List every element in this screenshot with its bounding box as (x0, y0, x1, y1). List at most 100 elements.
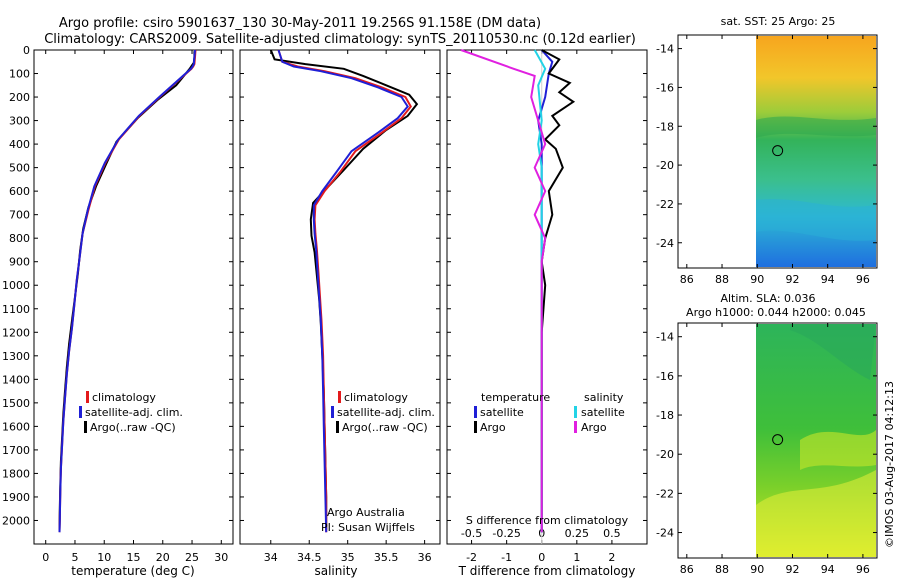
legend-swatch-climatology (338, 391, 341, 403)
legend-label-climatology: climatology (92, 391, 156, 404)
salinity-xlabel: salinity (314, 564, 357, 578)
map-y-tick-label: -18 (656, 120, 674, 133)
map-x-tick-label: 96 (856, 563, 870, 576)
y-tick-label: 400 (9, 138, 30, 151)
legend-swatch-argo (336, 421, 339, 433)
legend-label-temp-argo: Argo (480, 421, 506, 434)
legend-label-satellite: satellite-adj. clim. (85, 406, 183, 419)
x-tick-label: 35.5 (374, 551, 399, 564)
x-tick-label: 20 (156, 551, 170, 564)
x-tick-label: 35 (341, 551, 355, 564)
temperature-xlabel: temperature (deg C) (71, 564, 194, 578)
title-line-2: Climatology: CARS2009. Satellite-adjuste… (44, 32, 636, 47)
difference-xlabel-t: T difference from climatology (458, 564, 636, 578)
annotation-argo-australia: Argo Australia (327, 506, 405, 519)
sla-map-title: Altim. SLA: 0.036 (720, 292, 815, 305)
map-y-tick-label: -22 (656, 487, 674, 500)
legend-label-sal-satellite: satellite (581, 406, 625, 419)
x-tick-label: -2 (466, 551, 477, 564)
x-tick-label: 34.5 (297, 551, 322, 564)
difference-lines (460, 49, 576, 533)
legend-label-sal-argo: Argo (581, 421, 607, 434)
x-tick-label: -1 (501, 551, 512, 564)
salinity-panel: 34 34.5 35 35.5 36 salinity climatology sate… (239, 49, 441, 578)
map-y-tick-label: -16 (656, 81, 674, 94)
temperature-legend: climatology satellite-adj. clim. Argo(..… (79, 391, 183, 434)
y-tick-label: 100 (9, 68, 30, 81)
y-tick-label: 1100 (2, 303, 30, 316)
sst-map-band (756, 116, 876, 138)
difference-xlabel-s: S difference from climatology (466, 514, 629, 527)
y-tick-label: 1200 (2, 326, 30, 339)
series-line-salinity-argo (460, 49, 547, 533)
map-y-tick-label: -24 (656, 527, 674, 540)
temperature-axes (33, 49, 234, 545)
map-x-tick-label: 92 (785, 273, 799, 286)
sst-map-title: sat. SST: 25 Argo: 25 (721, 15, 836, 28)
legend-label-argo: Argo(..raw -QC) (90, 421, 176, 434)
x-tick-label: 15 (127, 551, 141, 564)
sst-map-band (756, 199, 876, 241)
sst-map-ticks: 86 88 90 92 94 96 -14 -16 -18 -20 -22 -24 (656, 35, 877, 286)
y-tick-label: 1700 (2, 444, 30, 457)
map-x-tick-label: 92 (785, 563, 799, 576)
temperature-panel: 0100200300400500600700800900100011001200… (2, 44, 234, 578)
sla-map-panel: Altim. SLA: 0.036 Argo h1000: 0.044 h200… (656, 292, 878, 576)
y-tick-label: 2000 (2, 514, 30, 527)
x-tick-label-secondary: -0.5 (461, 527, 482, 540)
map-x-tick-label: 86 (680, 273, 694, 286)
map-y-tick-label: -20 (656, 159, 674, 172)
y-tick-label: 600 (9, 185, 30, 198)
x-tick-label: 0 (538, 551, 545, 564)
x-tick-label-secondary: 0.5 (603, 527, 621, 540)
y-tick-label: 1800 (2, 467, 30, 480)
map-y-tick-label: -14 (656, 331, 674, 344)
map-y-tick-label: -22 (656, 198, 674, 211)
map-x-tick-label: 96 (856, 273, 870, 286)
legend-label-temp-satellite: satellite (480, 406, 524, 419)
map-x-tick-label: 86 (680, 563, 694, 576)
argo-position-marker (772, 434, 784, 446)
y-tick-label: 1400 (2, 373, 30, 386)
title-line-1: Argo profile: csiro 5901637_130 30-May-2… (59, 16, 541, 31)
y-tick-label: 1600 (2, 420, 30, 433)
legend-label-argo: Argo(..raw -QC) (342, 421, 428, 434)
legend-title-salinity: salinity (584, 391, 624, 404)
legend-swatch-sal-argo (574, 421, 577, 433)
y-tick-label: 900 (9, 256, 30, 269)
sla-map-ticks: 86 88 90 92 94 96 -14 -16 -18 -20 -22 -24 (656, 323, 877, 576)
sla-map-subtitle: Argo h1000: 0.044 h2000: 0.045 (686, 306, 866, 319)
sla-map-blob (800, 430, 876, 470)
legend-swatch-sal-satellite (574, 406, 577, 418)
map-x-tick-label: 88 (715, 563, 729, 576)
legend-swatch-satellite (79, 406, 82, 418)
x-tick-label: 0 (42, 551, 49, 564)
temperature-ticks: 0100200300400500600700800900100011001200… (2, 44, 233, 564)
argo-position-marker (772, 145, 784, 157)
x-tick-label: 34 (264, 551, 278, 564)
x-tick-label: 2 (608, 551, 615, 564)
series-line-satellite-adj-clim- (58, 49, 196, 533)
salinity-legend: climatology satellite-adj. clim. Argo(..… (331, 391, 435, 434)
temperature-lines (58, 49, 197, 533)
sla-map-blob (756, 470, 876, 557)
x-tick-label: 30 (214, 551, 228, 564)
legend-swatch-temp-argo (474, 421, 477, 433)
sst-map-panel: sat. SST: 25 Argo: 25 86 88 90 92 94 96 -14 -16… (656, 15, 878, 286)
difference-axes (446, 49, 648, 545)
y-tick-label: 300 (9, 115, 30, 128)
y-tick-label: 1000 (2, 279, 30, 292)
map-x-tick-label: 90 (750, 563, 764, 576)
salinity-lines (269, 49, 419, 533)
map-y-tick-label: -18 (656, 409, 674, 422)
map-y-tick-label: -24 (656, 237, 674, 250)
credit-text: ©IMOS 03-Aug-2017 04:12:13 (883, 381, 896, 548)
x-tick-label-secondary: 0.25 (565, 527, 590, 540)
legend-title-temperature: temperature (481, 391, 550, 404)
y-tick-label: 500 (9, 162, 30, 175)
x-tick-label: 36 (418, 551, 432, 564)
difference-legend: temperature satellite Argo salinity sate… (474, 391, 625, 434)
y-tick-label: 1900 (2, 491, 30, 504)
